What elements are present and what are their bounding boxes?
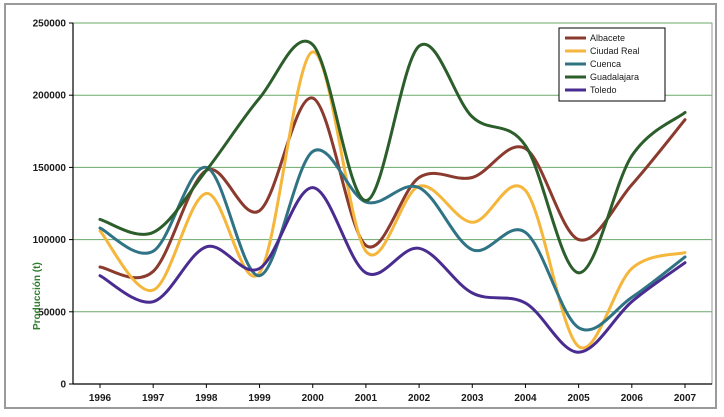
y-axis-label: Producción (t) xyxy=(32,262,43,330)
legend-label-guadalajara: Guadalajara xyxy=(590,72,639,82)
x-tick-label: 1997 xyxy=(142,393,165,404)
x-tick-label: 2007 xyxy=(674,393,697,404)
x-tick-label: 2001 xyxy=(355,393,378,404)
x-tick-label: 2006 xyxy=(621,393,644,404)
y-tick-label: 250000 xyxy=(33,19,67,30)
legend-label-toledo: Toledo xyxy=(590,85,617,95)
x-tick-label: 2003 xyxy=(461,393,484,404)
x-tick-label: 2005 xyxy=(568,393,591,404)
y-tick-label: 0 xyxy=(60,380,66,391)
x-tick-label: 1996 xyxy=(89,393,112,404)
legend: Albacete Ciudad Real Cuenca Guadalajara Tole… xyxy=(559,28,665,101)
y-tick-label: 200000 xyxy=(33,91,67,102)
y-tick-label: 150000 xyxy=(33,163,67,174)
legend-label-albacete: Albacete xyxy=(590,33,625,43)
x-tick-label: 1998 xyxy=(195,393,218,404)
x-tick-label: 2004 xyxy=(514,393,537,404)
legend-label-ciudad-real: Ciudad Real xyxy=(590,46,640,56)
x-tick-label: 1999 xyxy=(248,393,271,404)
x-tick-label: 2000 xyxy=(302,393,325,404)
x-tick-label: 2002 xyxy=(408,393,431,404)
legend-label-cuenca: Cuenca xyxy=(590,59,621,69)
y-tick-label: 100000 xyxy=(33,235,67,246)
